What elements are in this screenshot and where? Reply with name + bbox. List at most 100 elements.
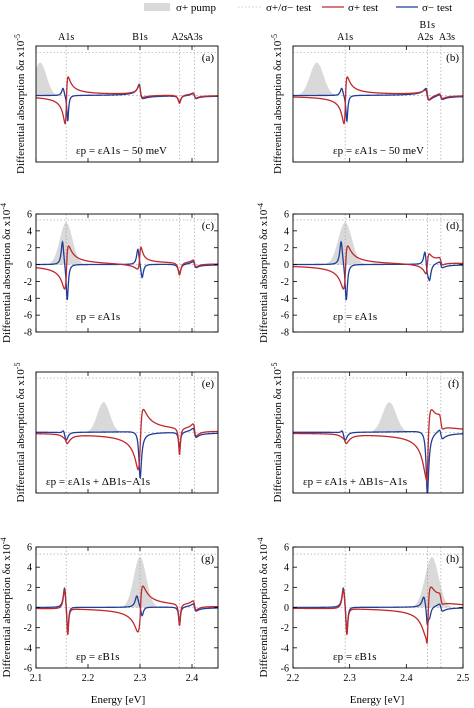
panel-a-plot-area — [36, 46, 218, 162]
panel-a-annotation: εp = εA1s − 50 meV — [76, 145, 167, 157]
panel-d-plot-area — [293, 214, 463, 332]
y-tick-label: -2 — [24, 623, 32, 634]
x-axis-labels: Energy [eV] Energy [eV] — [91, 694, 404, 706]
y-tick-label: -4 — [281, 294, 289, 305]
panel-g-y-axis-label: Differential absorption δα x10-4 — [0, 538, 13, 678]
panel-c-plot-area — [36, 214, 218, 332]
panel-a-y-axis-label: Differential absorption δα x10-5 — [13, 34, 28, 174]
y-tick-label: 0 — [284, 260, 289, 271]
panel-e-sigma-plus-line — [36, 408, 218, 471]
panel-b-y-axis-exponent: -5 — [270, 34, 279, 41]
y-tick-label: -4 — [24, 643, 32, 654]
y-tick-label: -6 — [24, 311, 32, 322]
x-tick-label: 2.4 — [186, 673, 199, 684]
x-tick-label: 2.1 — [30, 673, 43, 684]
y-tick-label: -8 — [24, 328, 32, 339]
y-tick-label: -6 — [281, 311, 289, 322]
panel-e: (e) εp = εA1s + ΔB1s−A1s Differential abso… — [13, 363, 219, 503]
y-tick-label: -8 — [281, 328, 289, 339]
panel-b-y-axis-label: Differential absorption δα x10-5 — [270, 34, 285, 174]
y-tick-label: 6 — [284, 210, 289, 221]
panel-g-sigma-plus-line — [36, 585, 218, 635]
panel-d-pump-gaussian — [293, 222, 463, 265]
x-tick-label: 2.3 — [134, 673, 147, 684]
panel-g-annotation: εp = εB1s — [76, 651, 120, 663]
panel-e-y-axis-exponent: -5 — [13, 363, 22, 370]
panel-e-tag: (e) — [202, 378, 215, 390]
panel-h-sigma-minus-line — [293, 587, 463, 634]
panel-h-y-axis-label: Differential absorption δα x10-4 — [256, 538, 271, 678]
y-tick-label: -2 — [281, 277, 289, 288]
panel-f-annotation: εp = εA1s + ΔB1s−A1s — [303, 476, 407, 488]
panel-h: 2.2 2.3 2.4 2.5 -6 -4 -2 0 2 4 6 (h) εp = εB1s Differ… — [256, 538, 470, 684]
panel-a-resonance-label-A1s: A1s — [58, 32, 74, 43]
panel-a-sigma-plus-line — [36, 76, 218, 125]
panel-f: (f) εp = εA1s + ΔB1s−A1s Differential abso… — [270, 363, 464, 503]
legend: σ+ pump σ+/σ− test σ+ test σ− test — [144, 2, 452, 14]
panel-b-axis-box — [292, 45, 464, 163]
panel-h-tag: (h) — [446, 553, 459, 565]
y-tick-label: 6 — [284, 543, 289, 554]
y-tick-label: 4 — [284, 563, 289, 574]
y-tick-label: -2 — [24, 277, 32, 288]
panel-d-annotation: εp = εA1s — [333, 311, 377, 323]
panel-b-pump-gaussian — [293, 62, 463, 96]
panel-a-resonance-label-A3s: A3s — [187, 32, 203, 43]
panel-c: -8 -6 -4 -2 0 2 4 6 (c) εp = εA1s Differential abs… — [0, 203, 219, 343]
panel-f-axis-box — [292, 371, 464, 494]
legend-pump-swatch — [144, 3, 170, 11]
panel-d-axis-box — [292, 213, 464, 333]
x-tick-label: 2.3 — [343, 673, 356, 684]
panel-g-y-axis-exponent: -4 — [0, 538, 8, 545]
y-tick-label: 2 — [27, 583, 32, 594]
y-tick-label: -6 — [24, 664, 32, 675]
panel-h-y-axis-exponent: -4 — [256, 538, 265, 545]
panel-f-sigma-minus-line — [293, 429, 463, 493]
panel-f-y-axis-exponent: -5 — [270, 363, 279, 370]
y-tick-label: -4 — [24, 294, 32, 305]
legend-sigma-plus-label: σ+ test — [348, 2, 378, 14]
panel-c-axis-box — [35, 213, 219, 333]
legend-reference-label: σ+/σ− test — [266, 2, 311, 14]
panel-f-plot-area — [293, 372, 463, 493]
panel-e-axis-box — [35, 371, 219, 494]
panel-d-y-axis-exponent: -4 — [256, 203, 265, 210]
panel-d-tag: (d) — [446, 220, 459, 232]
panel-f-sigma-plus-line — [293, 409, 463, 483]
y-tick-label: 6 — [27, 543, 32, 554]
panel-c-annotation: εp = εA1s — [76, 311, 120, 323]
panel-f-pump-gaussian — [293, 402, 463, 433]
panel-a-resonance-label-A2s: A2s — [171, 32, 187, 43]
y-tick-label: 6 — [27, 210, 32, 221]
panel-c-tag: (c) — [202, 220, 215, 232]
panel-b-resonance-label-A1s: A1s — [337, 32, 353, 43]
y-tick-label: 0 — [27, 260, 32, 271]
panel-c-y-axis-exponent: -4 — [0, 203, 8, 210]
legend-pump-label: σ+ pump — [176, 2, 216, 14]
panel-h-pump-gaussian — [293, 557, 463, 608]
panel-g-tag: (g) — [201, 553, 214, 565]
panel-b-sigma-plus-line — [293, 76, 463, 125]
panel-e-y-axis-label: Differential absorption δα x10-5 — [13, 363, 28, 503]
panel-d-y-axis-label: Differential absorption δα x10-4 — [256, 203, 271, 343]
panel-b-resonance-label-A2s: A2s — [417, 32, 433, 43]
y-tick-label: 4 — [27, 563, 32, 574]
panel-b-tag: (b) — [446, 52, 459, 64]
y-tick-label: 4 — [27, 226, 32, 237]
y-tick-label: 2 — [27, 243, 32, 254]
panel-b-plot-area — [293, 46, 463, 162]
panel-a-axis-box — [35, 45, 219, 163]
y-tick-label: 0 — [27, 603, 32, 614]
panel-h-annotation: εp = εB1s — [333, 651, 377, 663]
panel-e-pump-gaussian — [36, 402, 218, 433]
panel-b-annotation: εp = εA1s − 50 meV — [333, 145, 424, 157]
panel-e-plot-area — [36, 372, 218, 493]
panel-b-resonance-label-B1s: B1s — [420, 20, 436, 31]
y-tick-label: -4 — [281, 643, 289, 654]
panel-f-y-axis-label: Differential absorption δα x10-5 — [270, 363, 285, 503]
y-tick-label: 4 — [284, 226, 289, 237]
